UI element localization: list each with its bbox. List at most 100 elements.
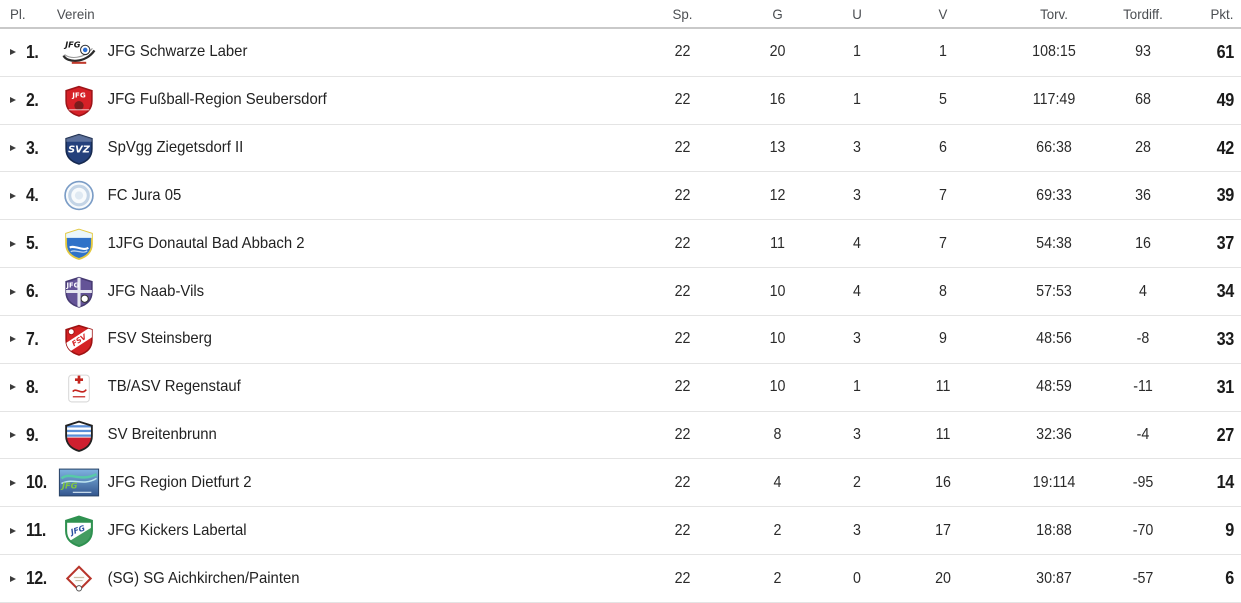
table-row[interactable]: 11. JFG JFG Kickers Labertal 22 2 3 17 1… (0, 507, 1241, 556)
svg-text:JFG: JFG (66, 281, 80, 289)
points: 34 (1216, 281, 1235, 302)
team-name: JFG Kickers Labertal (107, 521, 247, 539)
losses: 7 (939, 186, 947, 204)
table-row[interactable]: 12. (SG) SG Aichkirchen/Painten 22 2 0 2… (0, 555, 1241, 603)
draws: 3 (853, 426, 861, 444)
club-badge-icon: FSV (55, 316, 103, 363)
goals-ratio: 48:59 (1036, 378, 1072, 396)
team-name: 1JFG Donautal Bad Abbach 2 (107, 234, 305, 252)
arrow-icon (10, 145, 26, 152)
draws: 4 (853, 234, 861, 252)
team-name: SV Breitenbrunn (107, 426, 217, 444)
col-header-losses: V (938, 5, 948, 22)
club-badge-icon: JFG (55, 268, 103, 315)
arrow-icon (10, 97, 26, 104)
table-row[interactable]: 10. JFG JFG Region Dietfurt 2 22 4 2 16 … (0, 459, 1241, 508)
losses: 16 (935, 473, 951, 491)
points: 9 (1225, 520, 1234, 541)
club-badge-icon (55, 555, 103, 602)
club-badge-icon (55, 412, 103, 459)
table-row[interactable]: 5. 1JFG Donautal Bad Abbach 2 22 11 4 7 … (0, 220, 1241, 269)
club-badge-icon (55, 172, 103, 219)
place-number: 2. (26, 89, 39, 110)
place-number: 7. (26, 328, 39, 349)
goal-difference: -57 (1132, 569, 1154, 587)
points: 14 (1216, 472, 1235, 493)
losses: 1 (939, 43, 947, 61)
place-number: 10. (26, 472, 47, 493)
arrow-icon (10, 432, 26, 439)
table-row[interactable]: 1. JFG JFG Schwarze Laber 22 20 1 1 108:… (0, 29, 1241, 77)
table-row[interactable]: 8. TB/ASV Regenstauf 22 10 1 11 48:59 -1… (0, 364, 1241, 412)
team-name: JFG Fußball-Region Seubersdorf (107, 91, 327, 109)
draws: 1 (853, 91, 861, 109)
goals-ratio: 117:49 (1032, 91, 1076, 109)
place-number: 3. (26, 137, 39, 158)
goal-difference: -4 (1136, 426, 1150, 444)
goal-difference: -8 (1136, 330, 1150, 348)
goal-difference: 16 (1135, 234, 1151, 252)
wins: 2 (773, 521, 782, 539)
wins: 20 (769, 43, 786, 61)
place-number: 9. (26, 424, 39, 445)
club-badge-icon: JFG (55, 459, 103, 506)
team-name: FSV Steinsberg (107, 330, 212, 348)
goals-ratio: 69:33 (1036, 186, 1072, 204)
place-number: 5. (26, 233, 39, 254)
goals-ratio: 57:53 (1036, 282, 1072, 300)
place-number: 12. (26, 568, 47, 589)
table-row[interactable]: 9. SV Breitenbrunn 22 8 3 11 32:36 -4 27 (0, 412, 1241, 460)
table-row[interactable]: 2. JFG JFG Fußball-Region Seubersdorf 22… (0, 77, 1241, 125)
place-number: 4. (26, 185, 39, 206)
arrow-icon (10, 336, 26, 343)
matches-played: 22 (674, 234, 691, 252)
draws: 3 (853, 139, 861, 157)
points: 49 (1216, 89, 1235, 110)
arrow-icon (10, 192, 26, 199)
wins: 13 (769, 139, 786, 157)
points: 33 (1216, 328, 1235, 349)
goal-difference: 4 (1139, 282, 1147, 300)
team-name: JFG Region Dietfurt 2 (107, 473, 252, 491)
arrow-icon (10, 49, 26, 56)
wins: 12 (769, 186, 786, 204)
losses: 6 (939, 139, 947, 157)
arrow-icon (10, 384, 26, 391)
col-header-draws: U (852, 5, 862, 22)
wins: 8 (773, 426, 782, 444)
table-body: 1. JFG JFG Schwarze Laber 22 20 1 1 108:… (0, 29, 1241, 603)
losses: 20 (935, 569, 951, 587)
matches-played: 22 (674, 330, 691, 348)
draws: 4 (853, 282, 861, 300)
goals-ratio: 30:87 (1036, 569, 1072, 587)
wins: 10 (769, 282, 786, 300)
wins: 2 (773, 569, 782, 587)
arrow-icon (10, 479, 26, 486)
club-badge-icon: SVZ (55, 125, 103, 172)
svg-text:JFG: JFG (60, 481, 78, 491)
matches-played: 22 (674, 378, 691, 396)
losses: 5 (939, 91, 947, 109)
goals-ratio: 32:36 (1036, 426, 1072, 444)
points: 42 (1216, 137, 1235, 158)
team-name: SpVgg Ziegetsdorf II (107, 139, 244, 157)
goals-ratio: 108:15 (1032, 43, 1076, 61)
table-row[interactable]: 4. FC Jura 05 22 12 3 7 69:33 36 39 (0, 172, 1241, 221)
losses: 11 (935, 378, 951, 396)
col-header-points: Pkt. (1210, 5, 1234, 22)
table-row[interactable]: 6. JFG JFG Naab-Vils 22 10 4 8 57:53 4 3… (0, 268, 1241, 316)
table-row[interactable]: 3. SVZ SpVgg Ziegetsdorf II 22 13 3 6 66… (0, 125, 1241, 173)
goal-difference: 28 (1135, 139, 1151, 157)
club-badge-icon: JFG (55, 77, 103, 124)
goal-difference: 68 (1135, 91, 1151, 109)
col-header-wins: G (772, 5, 783, 22)
matches-played: 22 (674, 43, 691, 61)
club-badge-icon: JFG (55, 29, 103, 76)
col-header-place: Pl. (10, 5, 26, 22)
col-header-verein: Verein (56, 5, 95, 22)
table-row[interactable]: 7. FSV FSV Steinsberg 22 10 3 9 48:56 -8… (0, 316, 1241, 364)
matches-played: 22 (674, 426, 691, 444)
points: 27 (1216, 424, 1235, 445)
club-badge-icon (55, 364, 103, 411)
matches-played: 22 (674, 91, 691, 109)
